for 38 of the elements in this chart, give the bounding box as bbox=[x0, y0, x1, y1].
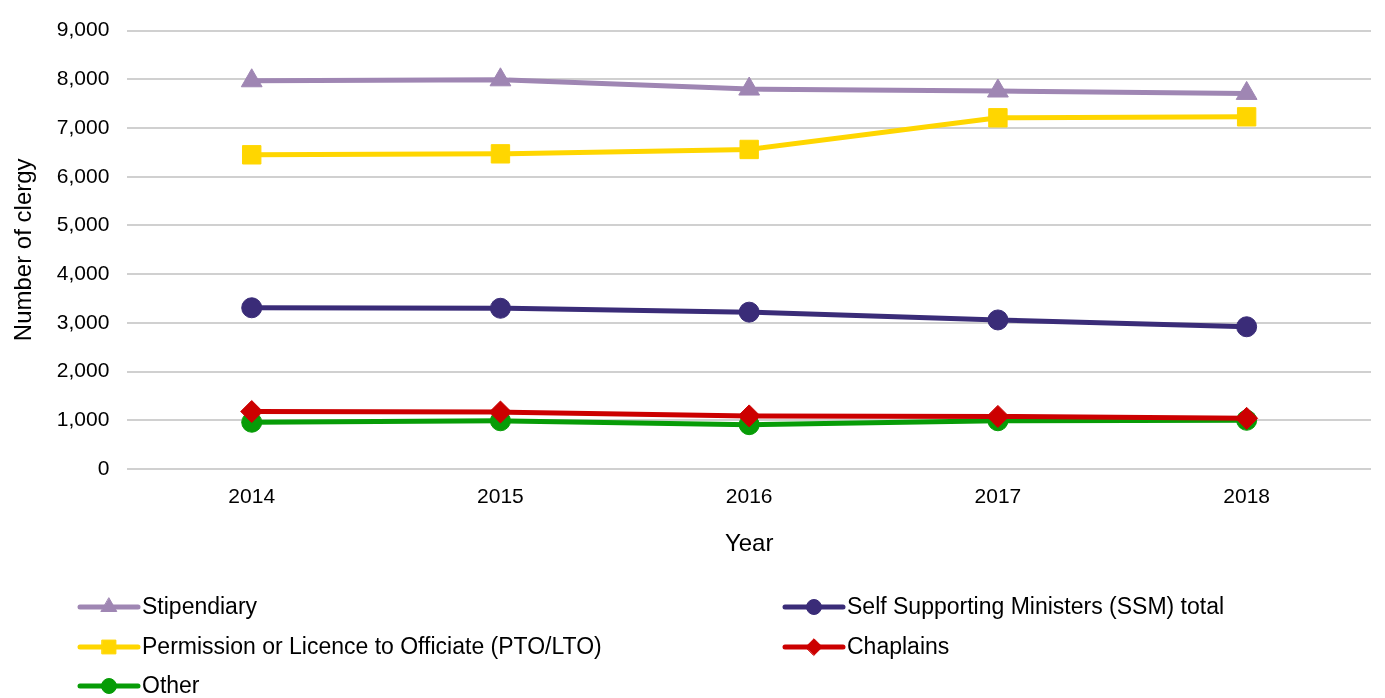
x-tick-label: 2015 bbox=[477, 484, 524, 508]
point bbox=[490, 144, 511, 164]
point bbox=[240, 68, 263, 88]
point bbox=[988, 108, 1008, 128]
point bbox=[240, 400, 264, 424]
y-tick-label: 7,000 bbox=[56, 114, 110, 138]
point bbox=[986, 404, 1010, 428]
x-tick-label: 2018 bbox=[1223, 484, 1270, 508]
point bbox=[489, 297, 511, 319]
legend-label: Self Supporting Ministers (SSM) total bbox=[847, 593, 1225, 620]
x-tick-label: 2014 bbox=[228, 484, 276, 508]
point bbox=[737, 404, 761, 428]
point bbox=[241, 297, 263, 319]
point bbox=[1236, 107, 1257, 127]
y-tick-label: 1,000 bbox=[56, 407, 110, 431]
y-tick-label: 8,000 bbox=[56, 66, 110, 90]
legend-label: Other bbox=[142, 672, 200, 698]
y-tick-label: 9,000 bbox=[56, 17, 110, 41]
point bbox=[1236, 316, 1258, 338]
point bbox=[739, 139, 759, 160]
x-tick-label: 2016 bbox=[725, 484, 773, 508]
y-tick-label: 3,000 bbox=[56, 309, 110, 333]
x-tick-label: 2017 bbox=[974, 484, 1022, 508]
y-tick-label: 4,000 bbox=[56, 260, 110, 284]
point bbox=[489, 67, 512, 87]
x-axis-title: Year bbox=[724, 529, 774, 557]
point bbox=[987, 309, 1009, 331]
point bbox=[242, 145, 262, 165]
point bbox=[488, 400, 512, 424]
legend-label: Stipendiary bbox=[142, 593, 258, 620]
y-tick-label: 6,000 bbox=[56, 163, 110, 187]
y-axis-title: Number of clergy bbox=[9, 158, 37, 342]
legend-label: Chaplains bbox=[847, 633, 950, 660]
y-tick-label: 5,000 bbox=[56, 212, 110, 236]
point bbox=[738, 301, 760, 323]
y-tick-label: 2,000 bbox=[56, 358, 110, 382]
y-tick-label: 0 bbox=[97, 455, 110, 479]
legend-label: Permission or Licence to Officiate (PTO/LTO) bbox=[142, 633, 602, 660]
